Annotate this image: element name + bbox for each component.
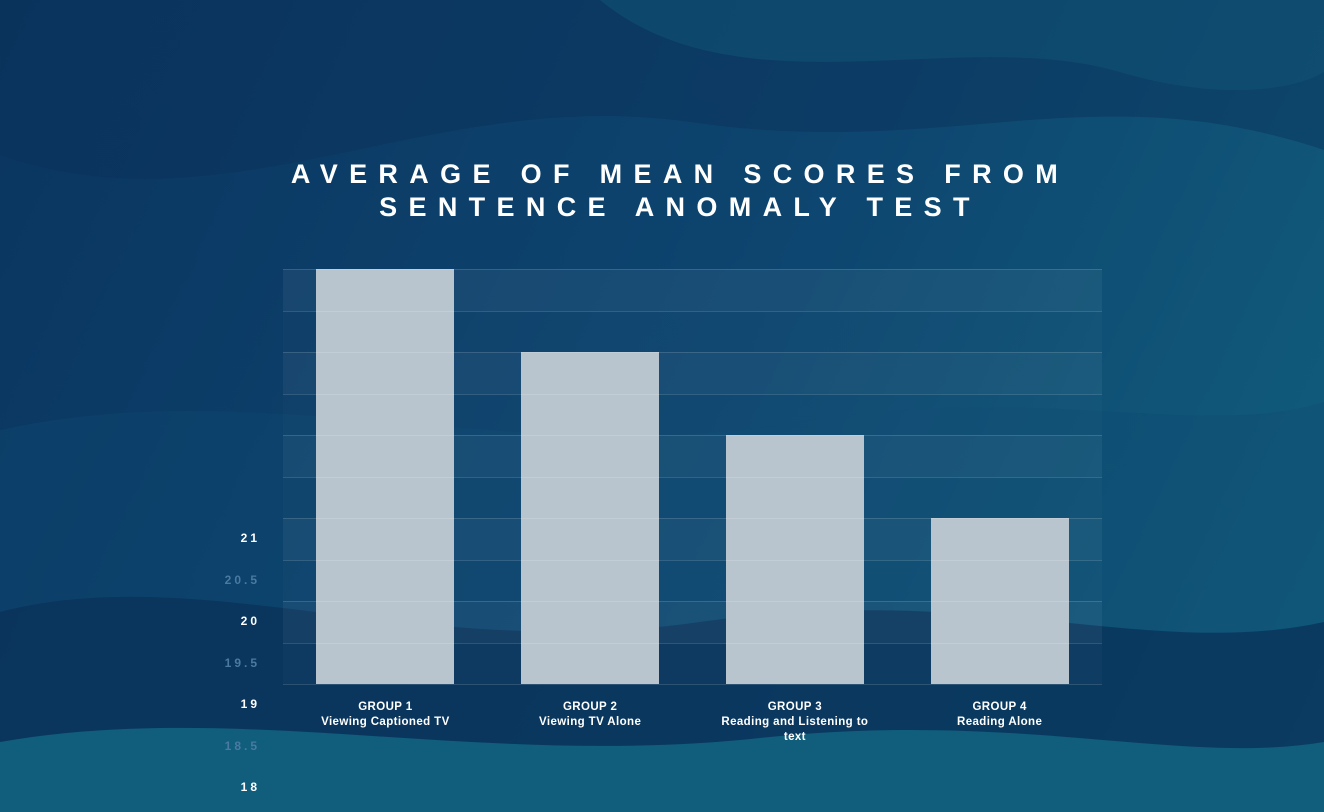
bar-slot [693,269,898,684]
y-tick-label: 21 [240,531,260,545]
x-label-group-2: GROUP 2 Viewing TV Alone [488,700,693,745]
bar-slot [488,269,693,684]
gridline [283,559,1102,561]
bar-slot [283,269,488,684]
gridline [283,310,1102,312]
y-tick-label: 20 [240,614,260,628]
x-label-description: Reading Alone [956,716,1043,728]
wave-top-left-dark [0,0,1324,179]
gridline [283,435,1102,436]
gridline [283,476,1102,478]
gridline [283,269,1102,270]
y-tick-label: 20.5 [224,572,260,587]
chart-title: AVERAGE OF MEAN SCORES FROM SENTENCE ANO… [250,158,1110,224]
y-tick-label: 19.5 [224,655,260,670]
x-label-category: GROUP 4 [972,701,1027,713]
y-tick-label: 18.5 [224,738,260,753]
wave-top-right-teal [600,0,1324,91]
bars-container [283,269,1102,684]
gridline [283,518,1102,519]
gridline [283,393,1102,395]
bar-group-2 [521,352,660,684]
x-label-description: Reading and Listening to text [721,716,869,743]
bar-group-4 [930,518,1069,684]
gridline [283,352,1102,353]
bar-group-1 [316,269,455,684]
x-label-category: GROUP 1 [358,701,413,713]
bar-slot [897,269,1102,684]
chart-title-line-2: SENTENCE ANOMALY TEST [379,192,981,222]
gridline [283,684,1102,685]
y-tick-label: 19 [240,697,260,711]
y-tick-label: 18 [240,780,260,794]
x-label-description: Viewing Captioned TV [321,716,450,728]
x-label-group-1: GROUP 1 Viewing Captioned TV [283,700,488,745]
x-label-description: Viewing TV Alone [539,716,642,728]
x-axis: GROUP 1 Viewing Captioned TV GROUP 2 Viewin… [283,700,1102,745]
gridline [283,642,1102,644]
plot-area [283,269,1102,685]
x-label-group-3: GROUP 3 Reading and Listening to text [693,700,898,745]
bar-group-3 [725,435,864,684]
x-label-category: GROUP 2 [562,701,618,713]
x-label-category: GROUP 3 [767,701,823,713]
chart-title-line-1: AVERAGE OF MEAN SCORES FROM [290,159,1070,189]
x-label-group-4: GROUP 4 Reading Alone [897,700,1102,745]
gridline [283,601,1102,602]
wave-bottom-teal [0,727,1324,812]
